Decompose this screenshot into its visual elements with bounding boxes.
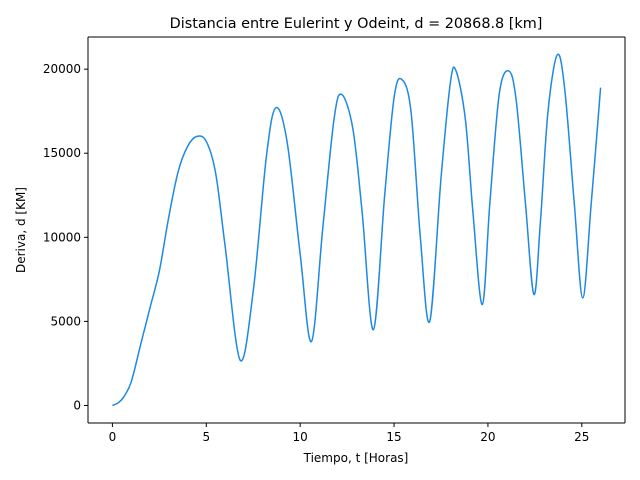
x-tick-label: 10 <box>293 430 308 444</box>
y-tick-label: 10000 <box>43 230 81 244</box>
axes-frame <box>87 36 626 424</box>
x-tick-label: 0 <box>109 430 117 444</box>
y-axis: 0 5000 10000 15000 20000 <box>43 62 88 412</box>
y-axis-label: Deriva, d [KM] <box>14 187 28 273</box>
x-tick-label: 15 <box>386 430 401 444</box>
y-tick-label: 5000 <box>50 314 81 328</box>
x-axis-label: Tiempo, t [Horas] <box>303 451 409 465</box>
x-tick-label: 5 <box>202 430 210 444</box>
series-line-0 <box>112 53 602 407</box>
plot-area <box>88 37 625 423</box>
y-tick-label: 0 <box>73 398 81 412</box>
series-layer <box>112 53 602 407</box>
x-tick-label: 25 <box>574 430 589 444</box>
y-tick-label: 20000 <box>43 62 81 76</box>
chart-title: Distancia entre Eulerint y Odeint, d = 2… <box>170 16 543 32</box>
x-tick-label: 20 <box>480 430 495 444</box>
y-tick-label: 15000 <box>43 146 81 160</box>
x-axis: 0 5 10 15 20 25 <box>109 423 589 444</box>
